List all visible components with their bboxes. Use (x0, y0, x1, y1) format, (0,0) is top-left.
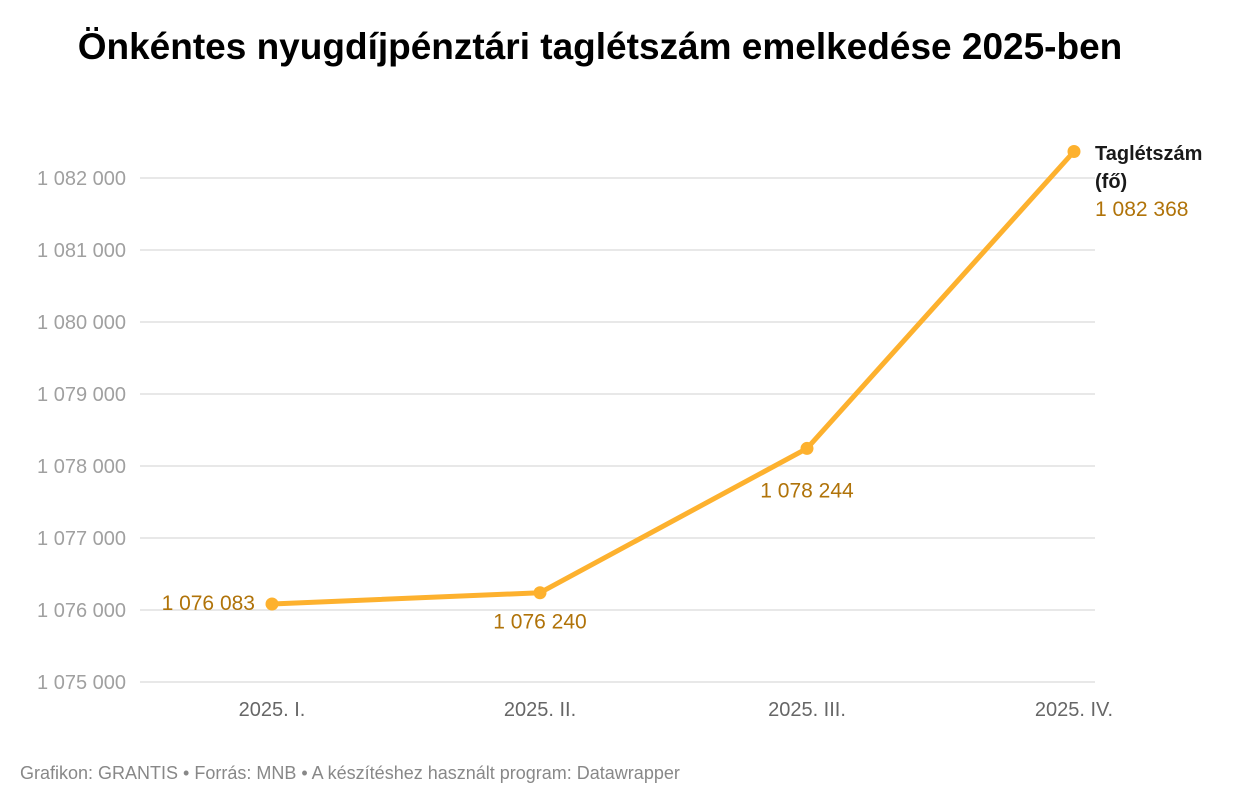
data-point (265, 597, 279, 611)
data-label: 1 076 083 (162, 592, 255, 615)
series-line (269, 149, 1077, 607)
data-label: 1 076 240 (493, 611, 586, 634)
data-point (800, 441, 814, 455)
data-label: 1 082 368 (1095, 198, 1188, 221)
x-tick-label: 2025. II. (504, 699, 576, 721)
series-label: (fő) (1095, 171, 1127, 193)
x-tick-label: 2025. I. (239, 699, 306, 721)
y-tick-label: 1 077 000 (37, 528, 126, 550)
y-tick-label: 1 082 000 (37, 168, 126, 190)
x-tick-label: 2025. III. (768, 699, 846, 721)
data-point (1067, 145, 1081, 159)
data-label: 1 078 244 (760, 479, 854, 502)
series-label: Taglétszám (1095, 143, 1202, 165)
y-tick-label: 1 080 000 (37, 312, 126, 334)
y-tick-label: 1 076 000 (37, 600, 126, 622)
y-tick-label: 1 079 000 (37, 384, 126, 406)
y-tick-label: 1 075 000 (37, 672, 126, 694)
x-tick-label: 2025. IV. (1035, 699, 1113, 721)
chart-title: Önkéntes nyugdíjpénztári taglétszám emel… (77, 26, 1123, 67)
data-point (533, 586, 547, 600)
y-tick-label: 1 078 000 (37, 456, 126, 478)
footer-credits: Grafikon: GRANTIS • Forrás: MNB • A kész… (20, 763, 680, 783)
y-tick-label: 1 081 000 (37, 240, 126, 262)
